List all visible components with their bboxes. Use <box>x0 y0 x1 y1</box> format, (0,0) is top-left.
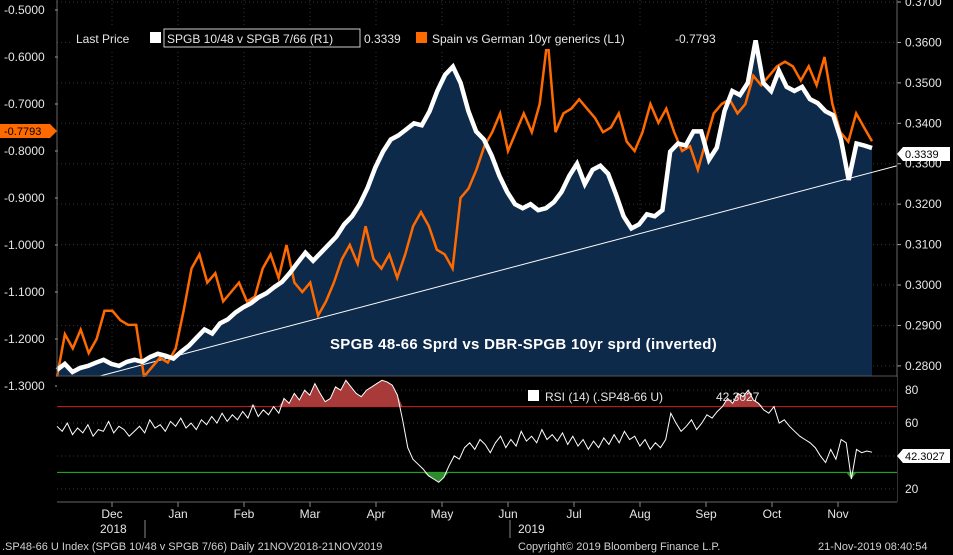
x-tick-label: Oct <box>763 507 782 521</box>
right-tick-label: 0.3000 <box>905 278 942 292</box>
x-year-label: 2019 <box>518 522 545 536</box>
right-last-value-text: 0.3339 <box>905 149 939 161</box>
x-tick-label: Mar <box>300 507 321 521</box>
rsi-tick-label: 80 <box>905 383 919 397</box>
right-tick-label: 0.3700 <box>905 0 942 9</box>
rsi-axis: 80604020 <box>905 383 919 496</box>
legend-spain-value: -0.7793 <box>675 32 716 46</box>
left-last-value-tag: -0.7793 <box>0 124 57 138</box>
rsi-last-value-text: 42.3027 <box>905 451 945 463</box>
left-tick-label: -0.9000 <box>4 191 45 205</box>
right-last-value-tag: 0.3339 <box>897 147 950 161</box>
left-tick-label: -1.0000 <box>4 238 45 252</box>
x-tick-label: Jan <box>168 507 187 521</box>
legend-swatch-spain <box>416 32 427 43</box>
rsi-grid <box>57 389 897 490</box>
legend-spgb-value: 0.3339 <box>364 32 401 46</box>
rsi-legend-label: RSI (14) (.SP48-66 U) <box>545 390 663 404</box>
x-tick-label: Jul <box>566 507 581 521</box>
x-year-label: 2018 <box>100 522 127 536</box>
rsi-plot-area <box>57 377 897 502</box>
left-tick-label: -0.8000 <box>4 144 45 158</box>
x-tick-label: Dec <box>101 507 122 521</box>
legend-box <box>70 27 735 49</box>
right-tick-label: 0.3600 <box>905 35 942 49</box>
legend-label-box <box>163 28 361 48</box>
rsi-tick-label: 20 <box>905 482 919 496</box>
left-tick-label: -0.5000 <box>4 3 45 17</box>
left-tick-label: -1.3000 <box>4 379 45 393</box>
spgb-10-48-v-7-66-line <box>55 39 873 375</box>
left-tick-label: -1.1000 <box>4 285 45 299</box>
left-last-value-text: -0.7793 <box>4 126 41 138</box>
rsi-legend-swatch <box>528 390 539 401</box>
footer-timestamp: 21-Nov-2019 08:40:54 <box>818 541 927 553</box>
right-tick-label: 0.3100 <box>905 238 942 252</box>
x-axis: Dec Jan Feb Mar Apr May Jun Jul Aug Sep Oct Nov 2018… <box>100 502 849 538</box>
x-tick-label: Nov <box>827 507 848 521</box>
x-tick-label: Feb <box>234 507 255 521</box>
left-tick-label: -1.2000 <box>4 332 45 346</box>
right-axis: 0.37000.36000.35000.34000.33000.32000.31… <box>896 0 942 502</box>
rsi-legend-value: 42.3027 <box>716 390 760 404</box>
spgb-area-fill <box>57 40 872 377</box>
right-tick-label: 0.2900 <box>905 318 942 332</box>
left-tick-label: -0.6000 <box>4 50 45 64</box>
rsi-tick-label: 60 <box>905 416 919 430</box>
right-tick-label: 0.3200 <box>905 197 942 211</box>
footer-copyright: Copyright© 2019 Bloomberg Finance L.P. <box>518 541 720 553</box>
rsi-last-value-tag: 42.3027 <box>897 449 950 463</box>
x-tick-label: Aug <box>629 507 650 521</box>
left-axis: -0.5000 -0.6000 -0.7000 -0.8000 -0.9000 -1.00… <box>4 0 58 393</box>
trendline <box>99 165 898 377</box>
rsi-line <box>56 379 873 483</box>
spain-vs-german-line <box>55 38 874 380</box>
x-tick-label: Jun <box>498 507 517 521</box>
legend-spain-label: Spain vs German 10yr generics (L1) <box>432 32 625 46</box>
x-tick-label: May <box>431 507 454 521</box>
x-tick-label: Sep <box>695 507 717 521</box>
chart-annotation: SPGB 48-66 Sprd vs DBR-SPGB 10yr sprd (i… <box>330 336 717 353</box>
x-tick-label: Apr <box>367 507 386 521</box>
legend-swatch-spgb <box>150 32 161 43</box>
footer-index-info: .SP48-66 U Index (SPGB 10/48 v SPGB 7/66… <box>2 541 382 553</box>
right-tick-label: 0.3500 <box>905 76 942 90</box>
left-tick-label: -0.7000 <box>4 97 45 111</box>
right-tick-label: 0.3400 <box>905 116 942 130</box>
legend-prefix: Last Price <box>76 32 130 46</box>
right-tick-label: 0.2800 <box>905 359 942 373</box>
legend-spgb-label: SPGB 10/48 v SPGB 7/66 (R1) <box>167 32 333 46</box>
